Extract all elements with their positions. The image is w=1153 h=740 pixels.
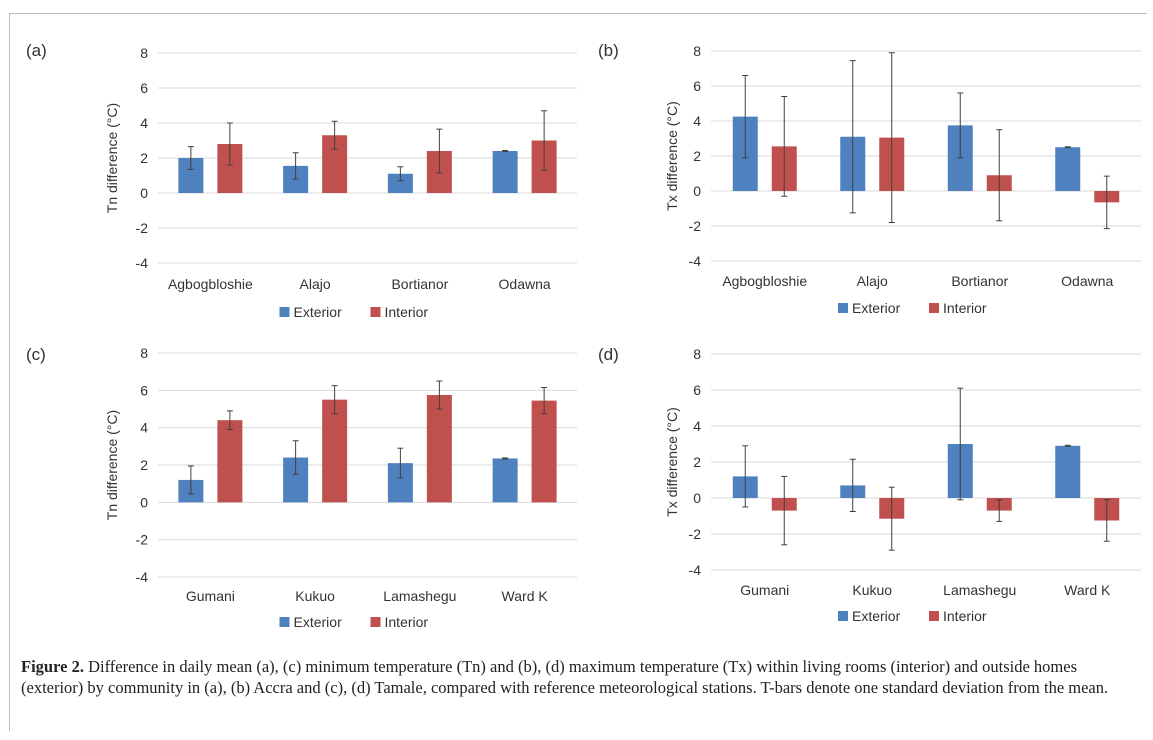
bar-exterior: [492, 151, 518, 193]
legend-label-interior: Interior: [943, 608, 987, 624]
y-tick-label: -2: [136, 532, 149, 548]
bar-interior: [426, 395, 452, 503]
legend-label-interior: Interior: [385, 304, 429, 320]
legend-label-exterior: Exterior: [294, 304, 343, 320]
category-label: Gumani: [740, 582, 789, 598]
legend-swatch-interior: [370, 307, 381, 317]
legend-swatch-interior: [929, 303, 939, 313]
y-axis-label: Tn difference (°C): [104, 410, 120, 520]
category-label: Ward K: [1064, 582, 1111, 598]
y-tick-label: 0: [693, 490, 701, 506]
category-label: Kukuo: [295, 588, 335, 604]
y-axis-label: Tx difference (°C): [664, 101, 680, 211]
y-tick-label: 6: [140, 80, 148, 96]
legend-swatch-exterior: [279, 307, 290, 317]
bar-exterior: [387, 173, 413, 193]
y-tick-label: 8: [693, 346, 701, 362]
y-tick-label: -4: [689, 562, 702, 578]
legend-swatch-exterior: [279, 617, 290, 627]
y-axis-label: Tx difference (°C): [664, 407, 680, 517]
panel-label: (a): [26, 41, 47, 60]
category-label: Bortianor: [951, 273, 1008, 289]
legend-label-exterior: Exterior: [852, 608, 901, 624]
panel-label: (c): [26, 345, 46, 364]
category-label: Ward K: [502, 588, 549, 604]
category-label: Kukuo: [852, 582, 892, 598]
y-tick-label: 2: [140, 150, 148, 166]
legend-swatch-exterior: [838, 611, 848, 621]
chart-panels: (a) -4 -2 0 2 4 6 8 Tn difference (°C) Agbogblosh…: [26, 41, 1141, 630]
y-tick-label: 2: [693, 148, 701, 164]
y-tick-label: 4: [140, 420, 148, 436]
category-label: Bortianor: [391, 276, 448, 292]
category-label: Lamashegu: [943, 582, 1016, 598]
y-axis-label: Tn difference (°C): [104, 103, 120, 213]
bar-exterior: [1055, 445, 1081, 498]
y-tick-label: -4: [136, 255, 149, 271]
bar-interior: [217, 420, 243, 503]
panel-label: (d): [598, 345, 619, 364]
legend-label-interior: Interior: [385, 614, 429, 630]
y-tick-label: 2: [140, 457, 148, 473]
legend-swatch-interior: [370, 617, 381, 627]
caption-text: Difference in daily mean (a), (c) minimu…: [21, 657, 1109, 697]
y-tick-label: 2: [693, 454, 701, 470]
legend-swatch-interior: [929, 611, 939, 621]
category-label: Odawna: [499, 276, 551, 292]
y-tick-label: -2: [689, 218, 702, 234]
legend-label-interior: Interior: [943, 300, 987, 316]
bar-interior: [531, 400, 557, 503]
panel-label: (b): [598, 41, 619, 60]
y-tick-label: 0: [140, 494, 148, 510]
figure-frame: (a) -4 -2 0 2 4 6 8 Tn difference (°C) Agbogblosh…: [9, 13, 1147, 731]
category-label: Alajo: [857, 273, 888, 289]
category-label: Alajo: [300, 276, 331, 292]
category-label: Agbogbloshie: [168, 276, 253, 292]
y-tick-label: 6: [693, 78, 701, 94]
y-tick-label: 8: [693, 43, 701, 59]
legend-swatch-exterior: [838, 303, 848, 313]
category-label: Gumani: [186, 588, 235, 604]
y-tick-label: -4: [136, 569, 149, 585]
bar-exterior: [492, 458, 518, 503]
y-tick-label: 8: [140, 45, 148, 61]
y-tick-label: 6: [140, 382, 148, 398]
y-tick-label: -2: [136, 220, 149, 236]
y-tick-label: 6: [693, 382, 701, 398]
y-tick-label: 0: [140, 185, 148, 201]
y-tick-label: 4: [140, 115, 148, 131]
bar-exterior: [1055, 147, 1081, 191]
legend-label-exterior: Exterior: [852, 300, 901, 316]
y-tick-label: 8: [140, 345, 148, 361]
caption-label: Figure 2.: [21, 657, 84, 676]
legend-label-exterior: Exterior: [294, 614, 343, 630]
y-tick-label: 4: [693, 418, 701, 434]
y-tick-label: 4: [693, 113, 701, 129]
category-label: Agbogbloshie: [722, 273, 807, 289]
y-tick-label: 0: [693, 183, 701, 199]
bar-interior: [322, 399, 348, 503]
category-label: Odawna: [1061, 273, 1113, 289]
category-label: Lamashegu: [383, 588, 456, 604]
y-tick-label: -4: [689, 253, 702, 269]
y-tick-label: -2: [689, 526, 702, 542]
figure-caption: Figure 2. Difference in daily mean (a), …: [21, 656, 1131, 698]
